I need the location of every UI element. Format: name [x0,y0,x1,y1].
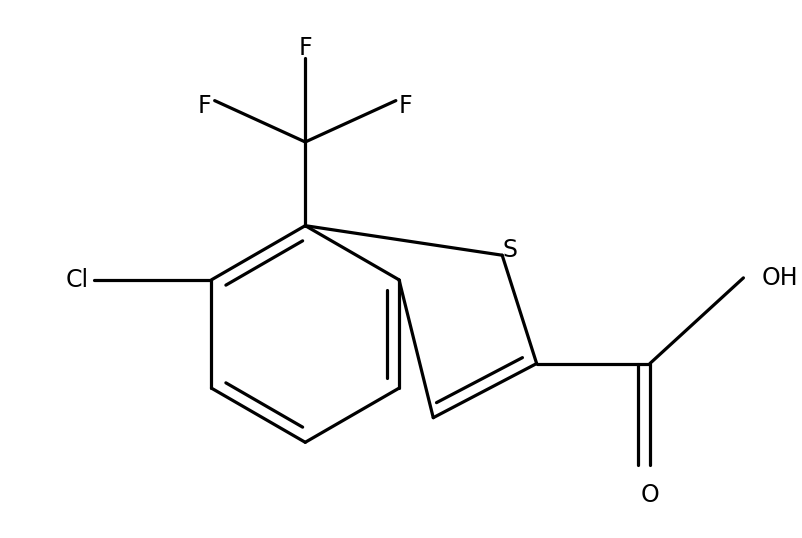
Text: F: F [298,37,312,60]
Text: F: F [198,94,212,117]
Text: S: S [503,238,517,263]
Text: F: F [399,94,412,117]
Text: Cl: Cl [66,268,88,292]
Text: OH: OH [761,266,798,290]
Text: O: O [641,483,659,507]
